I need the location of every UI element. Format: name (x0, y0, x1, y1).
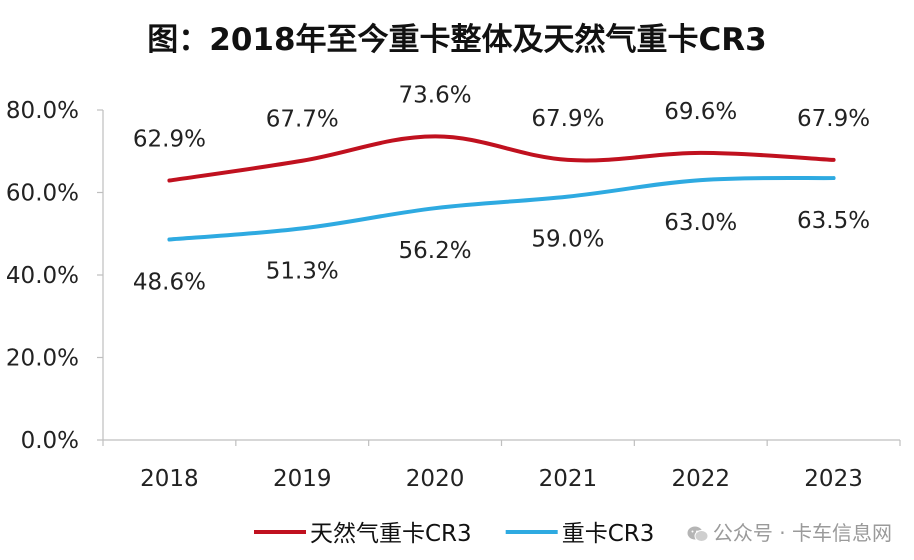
y-tick-label: 20.0% (6, 346, 79, 372)
x-tick-label: 2018 (140, 466, 199, 492)
y-tick-label: 0.0% (21, 428, 79, 454)
data-label: 69.6% (664, 99, 737, 125)
axes (97, 109, 901, 446)
x-tick-label: 2021 (539, 466, 598, 492)
series-line-0 (167, 134, 836, 183)
x-tick-label: 2022 (671, 466, 730, 492)
data-label: 48.6% (133, 270, 206, 296)
series-lines (167, 134, 836, 242)
y-tick-label: 80.0% (6, 98, 79, 124)
legend: 天然气重卡CR3 重卡CR3 (254, 521, 654, 547)
x-tick-labels: 2018 2019 2020 2021 2022 2023 (140, 466, 863, 492)
data-label: 67.9% (797, 106, 870, 132)
data-label: 59.0% (531, 227, 604, 253)
series-line-1 (167, 175, 836, 242)
data-label: 67.9% (531, 106, 604, 132)
chart-title: 图：2018年至今重卡整体及天然气重卡CR3 (147, 22, 767, 58)
x-tick-label: 2019 (273, 466, 332, 492)
legend-label: 天然气重卡CR3 (310, 521, 472, 547)
legend-label: 重卡CR3 (562, 521, 655, 547)
data-label: 67.7% (266, 107, 339, 133)
data-label: 73.6% (399, 82, 472, 108)
data-label: 56.2% (399, 238, 472, 264)
y-tick-labels: 0.0% 20.0% 40.0% 60.0% 80.0% (6, 98, 79, 454)
data-label: 63.0% (664, 210, 737, 236)
data-label: 62.9% (133, 127, 206, 153)
wechat-icon (687, 526, 709, 542)
watermark-text: 公众号 · 卡车信息网 (712, 521, 892, 545)
x-tick-label: 2020 (406, 466, 465, 492)
watermark: 公众号 · 卡车信息网 (687, 517, 892, 546)
y-tick-label: 60.0% (6, 181, 79, 207)
data-labels: 62.9% 67.7% 73.6% 67.9% 69.6% 67.9% 48.6% 51.3%… (133, 82, 870, 295)
x-tick-label: 2023 (804, 466, 863, 492)
data-label: 51.3% (266, 258, 339, 284)
y-tick-label: 40.0% (6, 263, 79, 289)
data-label: 63.5% (797, 208, 870, 234)
